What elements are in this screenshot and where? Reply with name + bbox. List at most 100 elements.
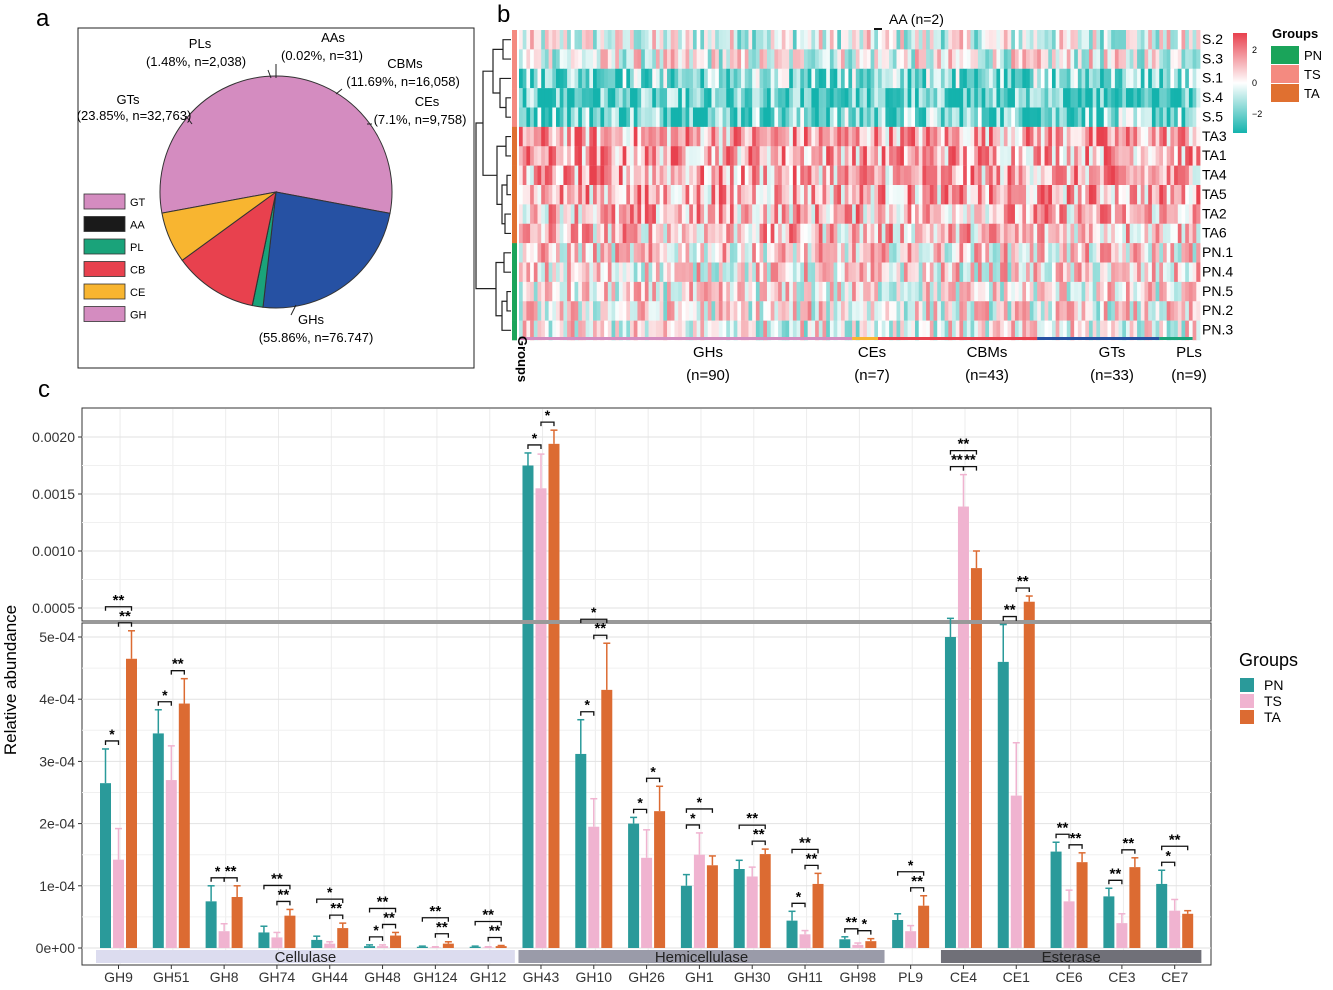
heatmap-cell [922, 223, 927, 244]
heatmap-cell [781, 146, 786, 166]
heatmap-cell [1103, 320, 1108, 341]
heatmap-cell [774, 262, 779, 283]
sig-marker: * [697, 794, 703, 810]
heatmap-cell [900, 30, 905, 50]
heatmap-cell [618, 185, 624, 205]
sig-bracket [329, 914, 344, 920]
heatmap-cell [996, 165, 1001, 186]
heatmap-cell [1055, 68, 1060, 89]
heatmap-cell [585, 126, 590, 147]
heatmap-cell [1192, 68, 1197, 89]
heatmap-cell [992, 281, 997, 302]
heatmap-cell [1096, 320, 1101, 341]
heatmap-cell [840, 262, 846, 283]
heatmap-cell [530, 126, 535, 147]
heatmap-cell [700, 126, 705, 147]
sig-marker: * [545, 407, 551, 423]
heatmap-cell [922, 281, 927, 302]
heatmap-cell [526, 185, 531, 205]
heatmap-cell [881, 88, 886, 108]
bar-ts [429, 947, 441, 948]
heatmap-cell [667, 243, 672, 263]
heatmap-cell [900, 223, 905, 244]
heatmap-cell [648, 68, 653, 89]
heatmap-cell [1188, 49, 1193, 69]
heatmap-cell [1181, 204, 1186, 224]
heatmap-cell [715, 223, 720, 244]
heatmap-cell [937, 88, 942, 108]
heatmap-cell [544, 30, 550, 50]
heatmap-cell [578, 68, 583, 89]
heatmap-cell [870, 243, 875, 263]
heatmap-cell [900, 204, 905, 224]
heatmap-cell [989, 68, 994, 89]
heatmap-cell [800, 301, 805, 321]
sig-bracket [381, 923, 397, 929]
heatmap-cell [852, 243, 857, 263]
heatmap-cell [1177, 262, 1182, 283]
heatmap-cell [948, 88, 953, 108]
heatmap-cell [641, 185, 646, 205]
heatmap-cell [1044, 262, 1049, 283]
heatmap-cell [863, 126, 868, 147]
heatmap-cell [1188, 243, 1193, 263]
heatmap-cell [1107, 243, 1112, 263]
heatmap-cell [678, 301, 683, 321]
heatmap-cell [892, 320, 897, 341]
heatmap-cell [974, 146, 979, 166]
pie-legend-swatch-aa [83, 216, 126, 232]
heatmap-cell [822, 320, 827, 341]
heatmap-cell [796, 107, 801, 128]
heatmap-cell [981, 301, 986, 321]
heatmap-cell [633, 107, 638, 128]
heatmap-cell [556, 126, 561, 147]
heatmap-cell [974, 126, 979, 147]
heatmap-cell [718, 185, 723, 205]
heatmap-cell [778, 165, 783, 186]
heatmap-cell [952, 320, 957, 341]
heatmap-cell [915, 30, 920, 50]
heatmap-cell [1185, 281, 1190, 302]
heatmap-cell [1044, 281, 1049, 302]
heatmap-cell [907, 88, 912, 108]
heatmap-cell [822, 281, 827, 302]
heatmap-cell [574, 320, 579, 341]
heatmap-cell [593, 320, 598, 341]
heatmap-cell [863, 107, 868, 128]
heatmap-cell [1151, 49, 1156, 69]
heatmap-cell [855, 301, 860, 321]
heatmap-cell [826, 320, 831, 341]
heatmap-cell [522, 68, 527, 89]
heatmap-cell [1129, 281, 1134, 302]
heatmap-cell [752, 68, 757, 89]
heatmap-cell [637, 165, 642, 186]
heatmap-cell [1100, 262, 1105, 283]
heatmap-cell [855, 88, 860, 108]
heatmap-cell [948, 107, 953, 128]
heatmap-cell [1185, 185, 1190, 205]
significance-brackets: ********* *******************************… [104, 407, 1189, 942]
heatmap-cell [1155, 262, 1160, 283]
heatmap-cell [578, 223, 583, 244]
heatmap-cell [685, 320, 690, 341]
heatmap-cell [1011, 126, 1016, 147]
heatmap-cell [1196, 320, 1201, 341]
heatmap-cell [796, 204, 801, 224]
heatmap-cell [792, 146, 797, 166]
heatmap-cell [815, 146, 820, 166]
heatmap-cell [844, 262, 849, 283]
heatmap-cell [940, 165, 946, 186]
heatmap-cell [974, 30, 979, 50]
heatmap-cell [1166, 107, 1171, 128]
heatmap-cell [600, 49, 605, 69]
heatmap-cell [1018, 223, 1023, 244]
row-group-ta [512, 185, 517, 205]
heatmap-cell [892, 262, 897, 283]
heatmap-cell [852, 30, 857, 50]
heatmap-cell [959, 281, 964, 302]
heatmap-cell [537, 30, 542, 50]
heatmap-cell [922, 204, 927, 224]
heatmap-cell [1107, 30, 1112, 50]
heatmap-cell [863, 281, 868, 302]
sig-bracket [527, 444, 542, 449]
